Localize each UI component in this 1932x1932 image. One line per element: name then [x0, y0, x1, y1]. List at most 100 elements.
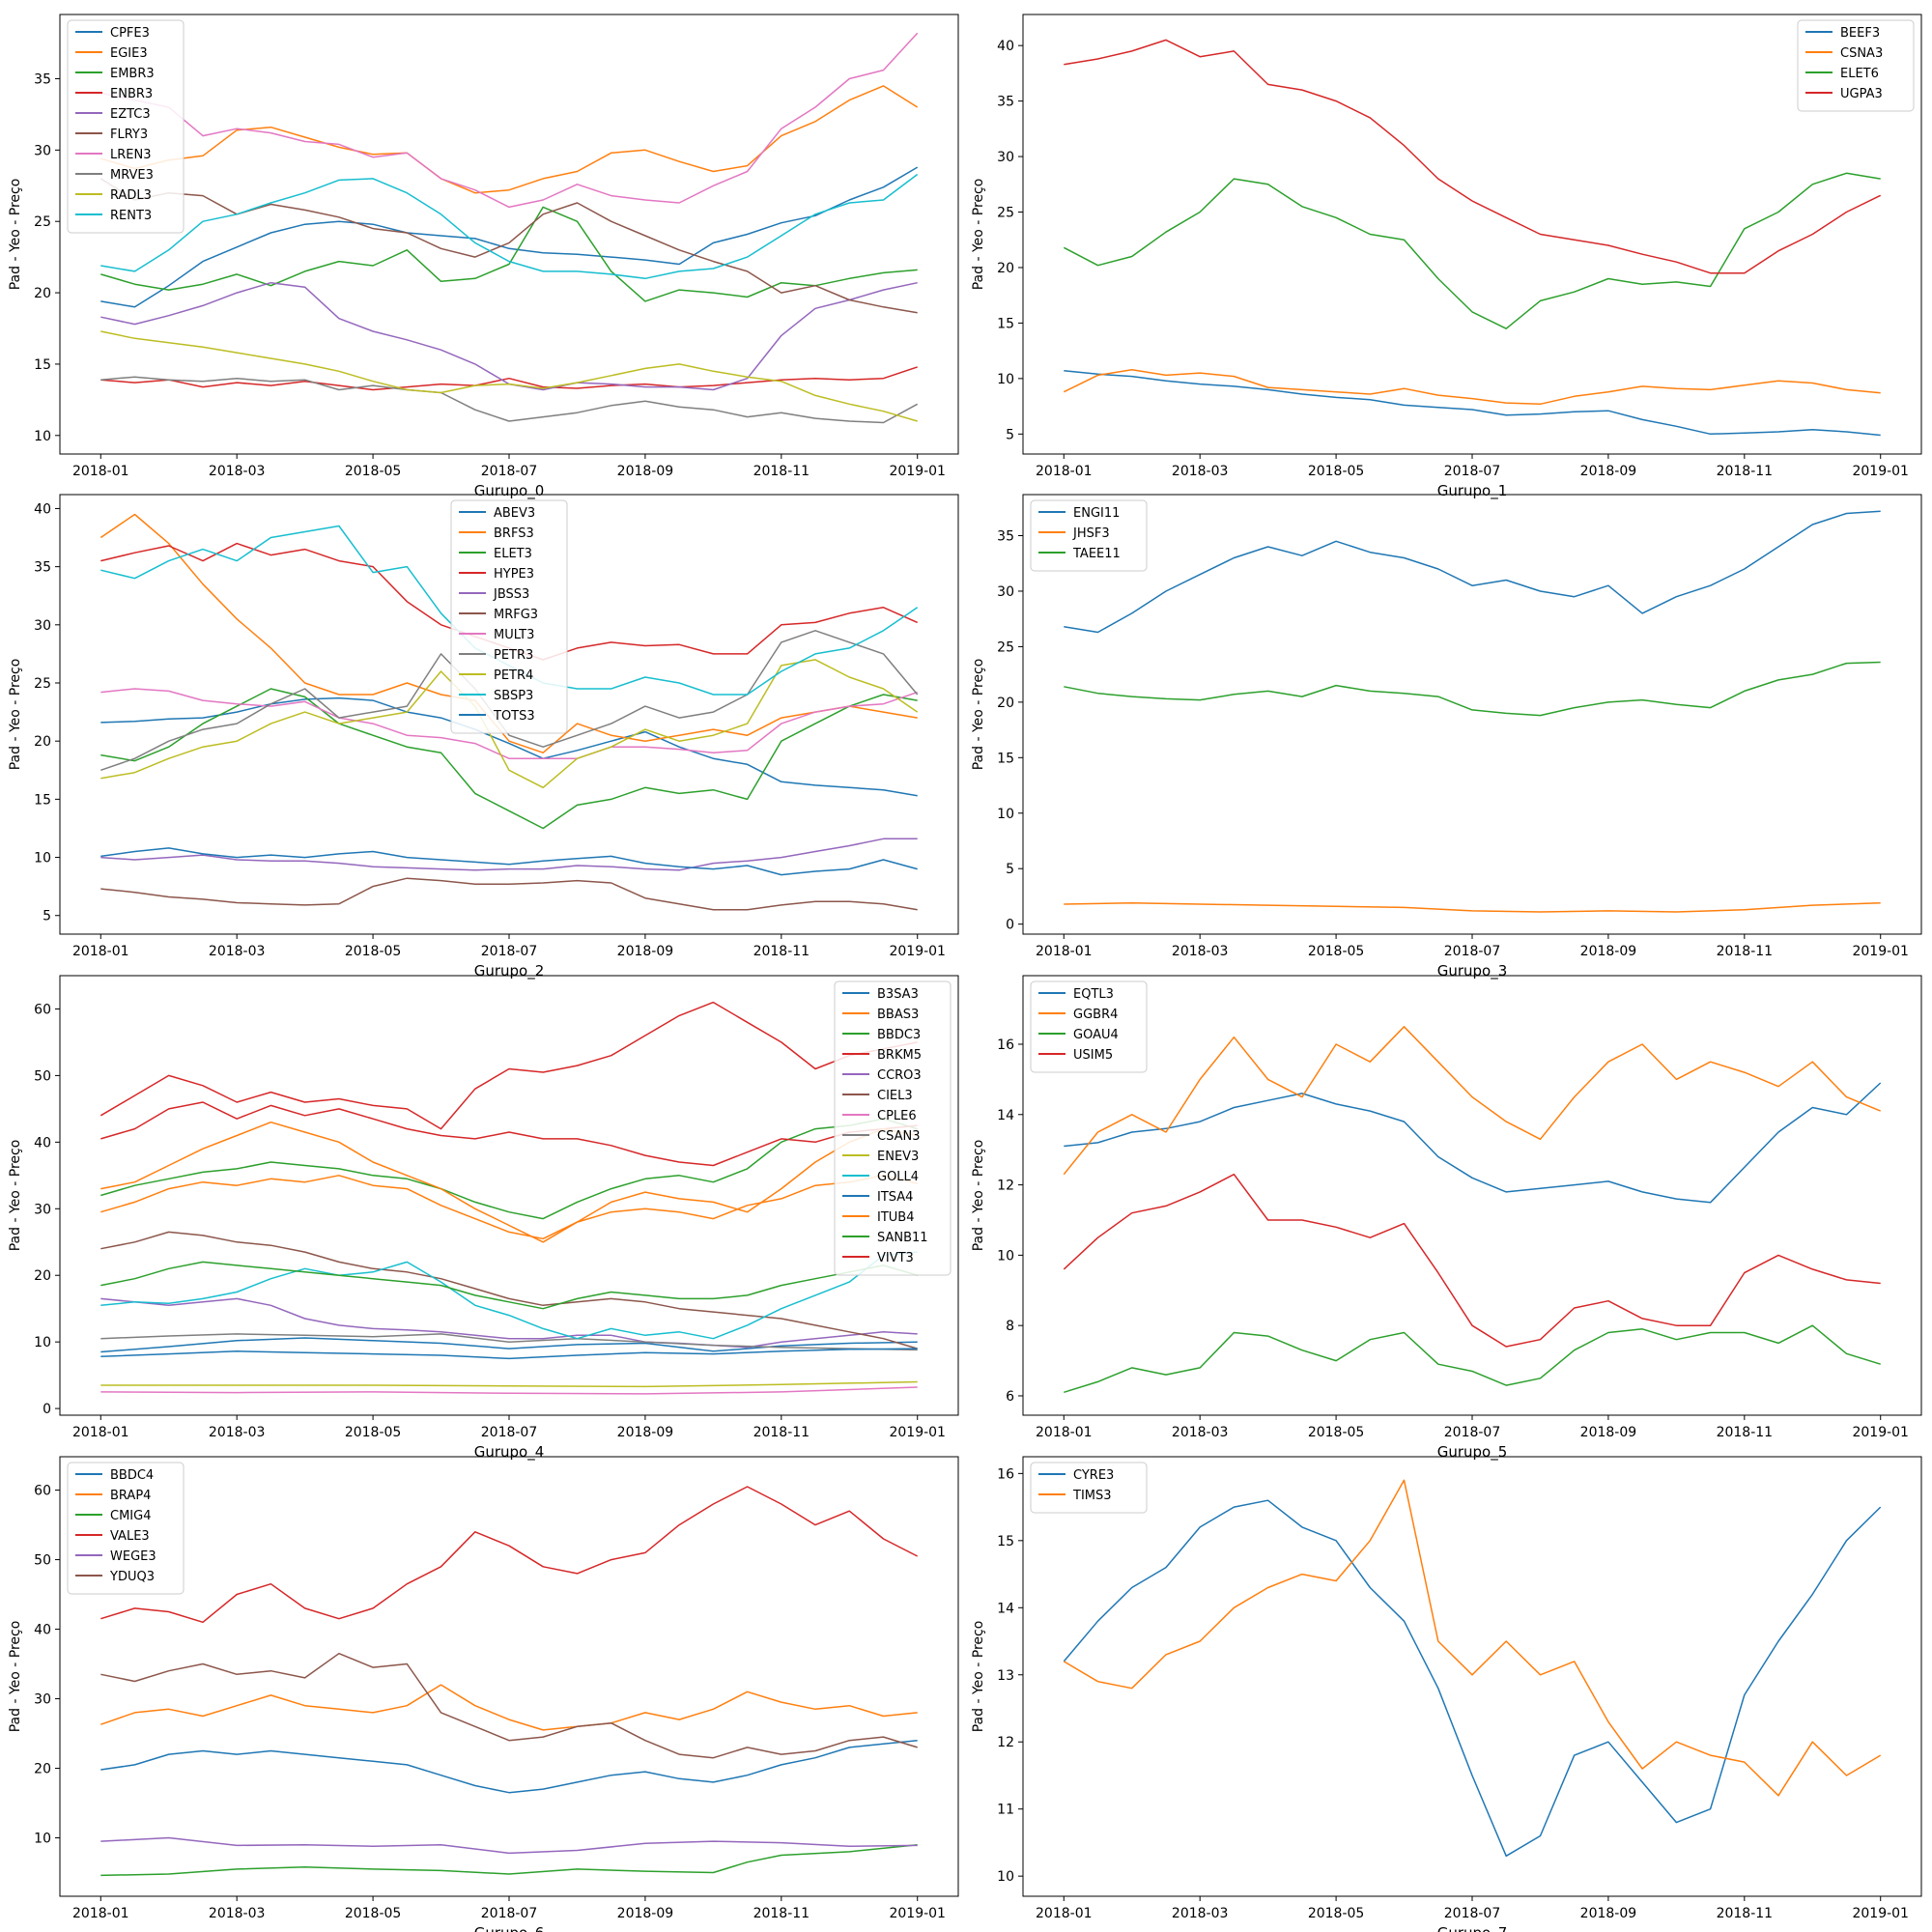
x-tick-label: 2018-11: [753, 944, 810, 959]
x-tick-label: 2018-11: [1717, 1906, 1774, 1921]
series-line-goau4: [1064, 1324, 1881, 1394]
x-tick-label: 2018-05: [1308, 464, 1365, 479]
x-tick-label: 2018-01: [72, 1425, 129, 1440]
legend-label: CSAN3: [877, 1129, 920, 1144]
x-tick-label: 2018-11: [753, 1906, 810, 1921]
legend-label: GOLL4: [877, 1170, 919, 1184]
x-tick-label: 2018-01: [1036, 464, 1093, 479]
legend-label: CPLE6: [877, 1109, 917, 1123]
plot-frame: [1022, 1456, 1922, 1897]
chart-panel-0: 2018-01 2018-03 2018-05 2018-07 2018-09 2018-…: [8, 14, 959, 500]
x-axis-label: Gurupo_2: [474, 962, 545, 980]
legend: B3SA3 BBAS3 BBDC3 BRKM5 CCRO3 CIEL3 CPLE6 CSAN3…: [834, 980, 952, 1276]
legend: BBDC4 BRAP4 CMIG4 VALE3 WEGE3 YDUQ3: [67, 1462, 185, 1595]
legend-label: B3SA3: [877, 987, 919, 1002]
series-line-jbss3: [100, 838, 918, 871]
x-tick-label: 2018-03: [209, 1425, 266, 1440]
legend-label: SBSP3: [494, 689, 533, 703]
y-axis-label: Pad - Yeo - Preço: [8, 1621, 23, 1733]
legend-label: EQTL3: [1073, 987, 1114, 1002]
x-axis-label: Gurupo_4: [474, 1443, 545, 1462]
legend-label: CPFE3: [110, 26, 150, 41]
x-tick-label: 2018-09: [617, 944, 674, 959]
y-tick-label: 40: [34, 1623, 51, 1638]
legend-box: [1030, 980, 1148, 1073]
y-tick-label: 10: [34, 1832, 51, 1847]
y-tick-label: 60: [34, 1484, 51, 1499]
y-tick-label: 5: [1006, 427, 1014, 442]
x-tick-label: 2018-05: [1308, 1906, 1365, 1921]
series-line-vivt3: [99, 1001, 918, 1130]
plot-frame: [59, 14, 959, 455]
legend-label: TOTS3: [493, 709, 535, 724]
series-line-mult3: [100, 688, 918, 759]
x-tick-label: 2018-09: [1580, 464, 1637, 479]
plot-frame: [1022, 14, 1922, 455]
x-tick-label: 2018-07: [1444, 1425, 1501, 1440]
y-tick-label: 12: [997, 1179, 1014, 1194]
x-tick-label: 2019-01: [1852, 944, 1909, 959]
series-line-b3sa3: [100, 1337, 918, 1353]
series-line-bbdc3: [100, 1118, 918, 1220]
legend-box: [1797, 19, 1915, 112]
x-tick-label: 2018-01: [72, 944, 129, 959]
series-line-engi11: [1064, 510, 1881, 634]
plot-frame: [1022, 975, 1922, 1416]
legend-label: ENBR3: [110, 87, 153, 101]
x-axis-label: Gurupo_1: [1437, 482, 1508, 500]
series-line-goll4: [100, 1251, 918, 1340]
series-line-flry3: [99, 178, 918, 314]
y-tick-label: 14: [997, 1601, 1014, 1616]
y-tick-label: 20: [34, 1268, 51, 1284]
y-axis-label: Pad - Yeo - Preço: [971, 1621, 986, 1733]
chart-panel-3: 2018-01 2018-03 2018-05 2018-07 2018-09 2018-…: [971, 494, 1922, 980]
x-tick-label: 2019-01: [889, 464, 946, 479]
y-tick-label: 10: [997, 1869, 1014, 1885]
y-tick-label: 10: [34, 429, 51, 444]
series-line-rent3: [100, 173, 919, 280]
series-line-tots3: [100, 847, 918, 876]
series-line-yduq3: [100, 1652, 918, 1759]
y-tick-label: 25: [34, 676, 51, 692]
y-tick-label: 14: [997, 1108, 1014, 1123]
legend-label: HYPE3: [494, 567, 534, 582]
y-tick-label: 30: [34, 143, 51, 158]
series-line-lren3: [100, 32, 919, 209]
series-line-jhsf3: [1064, 902, 1881, 913]
chart-panel-4: 2018-01 2018-03 2018-05 2018-07 2018-09 2018-…: [8, 975, 959, 1462]
y-tick-label: 8: [1006, 1319, 1014, 1334]
legend-label: EMBR3: [110, 67, 155, 81]
y-tick-label: 10: [34, 851, 51, 867]
series-line-enev3: [100, 1380, 918, 1388]
y-tick-label: 35: [997, 95, 1014, 110]
legend-label: GGBR4: [1073, 1008, 1118, 1022]
x-tick-label: 2018-09: [617, 464, 674, 479]
x-tick-label: 2018-01: [1036, 1906, 1093, 1921]
y-tick-label: 35: [34, 560, 51, 576]
legend-label: PETR3: [494, 648, 533, 663]
y-tick-label: 25: [997, 206, 1014, 221]
x-tick-label: 2018-05: [345, 1425, 402, 1440]
legend: CPFE3 EGIE3 EMBR3 ENBR3 EZTC3 FLRY3 LREN3 MRVE3…: [67, 19, 185, 234]
series-line-egie3: [100, 85, 919, 194]
x-tick-label: 2018-07: [481, 1425, 538, 1440]
x-tick-label: 2019-01: [1852, 1906, 1909, 1921]
y-tick-label: 6: [1006, 1389, 1014, 1405]
legend-label: JHSF3: [1072, 526, 1110, 541]
legend-label: BBDC3: [877, 1028, 921, 1042]
y-tick-label: 50: [34, 1553, 51, 1569]
legend-label: MULT3: [494, 628, 534, 642]
legend: CYRE3 TIMS3: [1030, 1462, 1148, 1514]
x-tick-label: 2018-09: [1580, 944, 1637, 959]
x-tick-label: 2018-03: [1172, 464, 1229, 479]
x-tick-label: 2019-01: [889, 944, 946, 959]
legend: ENGI11 JHSF3 TAEE11: [1030, 499, 1148, 572]
y-tick-label: 25: [34, 214, 51, 230]
x-tick-label: 2019-01: [1852, 1425, 1909, 1440]
y-tick-label: 15: [997, 1534, 1014, 1549]
series-line-ciel3: [100, 1231, 918, 1350]
series-line-bbdc4: [100, 1739, 918, 1794]
x-tick-label: 2018-05: [1308, 1425, 1365, 1440]
x-tick-label: 2018-09: [1580, 1906, 1637, 1921]
series-line-eztc3: [100, 281, 918, 391]
